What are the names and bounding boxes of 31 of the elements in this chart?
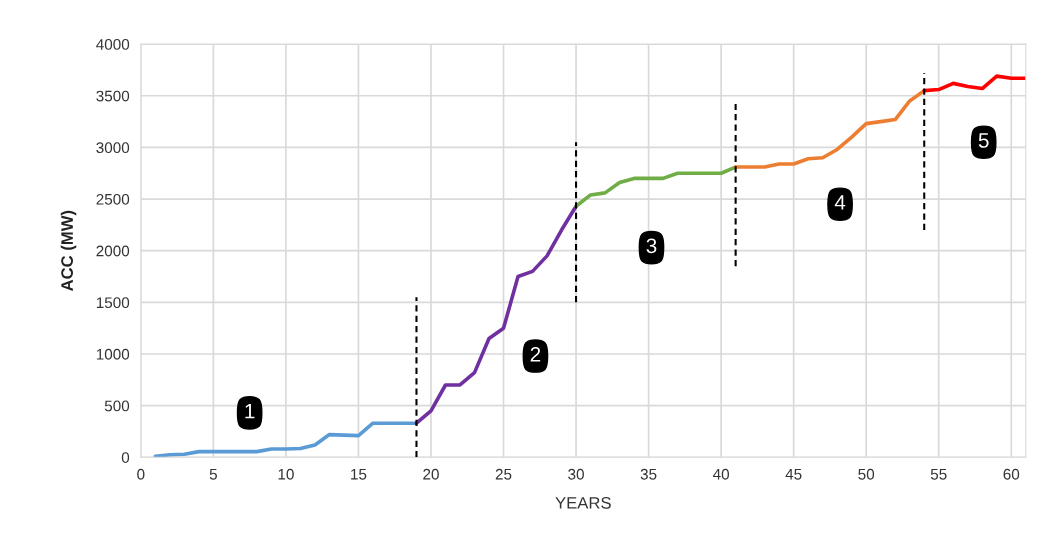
x-tick-label: 10 — [278, 468, 294, 480]
line-series — [574, 165, 738, 209]
y-tick-label: 1000 — [96, 348, 130, 360]
x-tick-label: 30 — [568, 468, 584, 480]
annotation: 4 — [834, 195, 846, 210]
y-tick-label: 4000 — [96, 38, 130, 50]
x-tick-label: 40 — [712, 468, 730, 480]
x-tick-label: 35 — [640, 468, 657, 480]
annotation: 1 — [245, 403, 255, 419]
x-tick-label: 45 — [785, 468, 802, 480]
y-tick-label: 2500 — [96, 193, 130, 205]
x-tick-label: 0 — [137, 468, 145, 480]
x-tick-label: 60 — [1003, 468, 1020, 480]
x-tick-label: 20 — [423, 468, 439, 480]
y-tick-label: 3500 — [96, 90, 130, 102]
y-tick-label: 0 — [121, 452, 130, 463]
annotation: 5 — [978, 133, 989, 148]
y-tick-label: 500 — [104, 400, 130, 412]
x-tick-label: 55 — [930, 468, 947, 480]
y-tick-label: 1500 — [96, 297, 130, 309]
line-series — [922, 74, 1026, 93]
x-tick-label: 5 — [209, 468, 217, 480]
x-tick-label: 50 — [858, 468, 875, 480]
y-tick-label: 2000 — [96, 245, 130, 257]
x-tick-label: 25 — [495, 468, 512, 480]
annotation: 3 — [646, 238, 657, 254]
x-axis-title: YEARS — [555, 496, 611, 509]
x-tick-label: 15 — [351, 468, 367, 480]
annotation: 2 — [530, 346, 541, 362]
y-tick-label: 3000 — [96, 142, 130, 154]
y-axis-title: ACC (MW) — [60, 210, 77, 292]
